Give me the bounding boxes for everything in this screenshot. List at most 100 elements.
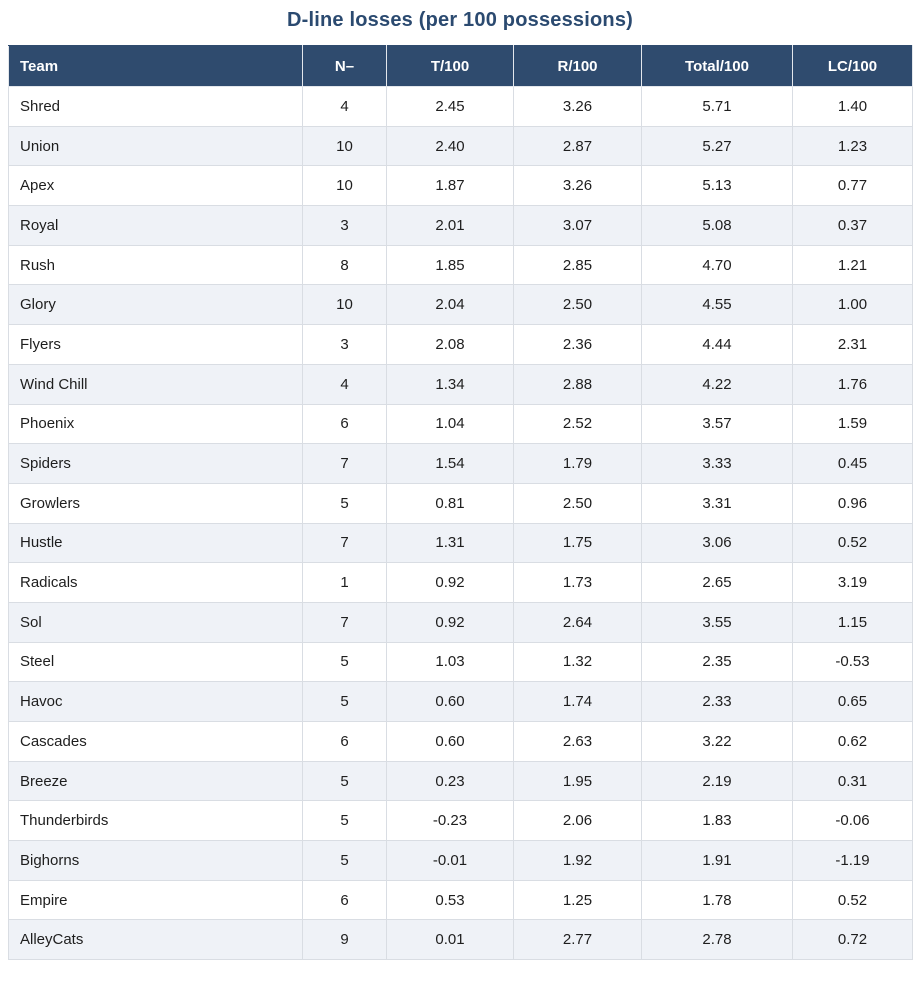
team-cell: Breeze — [8, 760, 303, 802]
page-title: D-line losses (per 100 possessions) — [286, 9, 634, 31]
value-cell: 2.77 — [513, 919, 642, 961]
team-cell: Shred — [8, 86, 303, 127]
value-cell: 2.88 — [513, 363, 642, 405]
team-cell: Union — [8, 125, 303, 167]
value-cell: 1.03 — [386, 641, 514, 683]
value-cell: 1.75 — [513, 522, 642, 564]
table-row: Spiders 7 1.54 1.79 3.33 0.45 — [8, 443, 913, 484]
value-cell: 2.35 — [641, 641, 793, 683]
value-cell: 2.64 — [513, 601, 642, 643]
team-cell: Radicals — [8, 562, 303, 603]
value-cell: 0.81 — [386, 482, 514, 524]
team-cell: Rush — [8, 244, 303, 286]
value-cell: 2.06 — [513, 800, 642, 842]
value-cell: 10 — [302, 125, 387, 167]
table-row: AlleyCats 9 0.01 2.77 2.78 0.72 — [8, 919, 913, 961]
value-cell: 2.31 — [792, 324, 913, 365]
value-cell: -0.53 — [792, 641, 913, 683]
team-cell: Sol — [8, 601, 303, 643]
value-cell: 1.79 — [513, 443, 642, 484]
team-cell: Phoenix — [8, 403, 303, 445]
value-cell: 0.52 — [792, 879, 913, 921]
team-cell: Bighorns — [8, 840, 303, 881]
value-cell: 6 — [302, 403, 387, 445]
value-cell: 0.52 — [792, 522, 913, 564]
value-cell: 0.92 — [386, 601, 514, 643]
value-cell: 4.70 — [641, 244, 793, 286]
value-cell: 2.33 — [641, 681, 793, 722]
table-row: Thunderbirds 5 -0.23 2.06 1.83 -0.06 — [8, 800, 913, 842]
value-cell: 2.40 — [386, 125, 514, 167]
table-row: Hustle 7 1.31 1.75 3.06 0.52 — [8, 522, 913, 564]
stats-table-container: Team N– T/100 R/100 Total/100 LC/100 Shred 4 2.… — [8, 45, 913, 961]
value-cell: 5 — [302, 641, 387, 683]
value-cell: 5 — [302, 840, 387, 881]
table-row: Radicals 1 0.92 1.73 2.65 3.19 — [8, 562, 913, 603]
value-cell: 10 — [302, 284, 387, 326]
value-cell: -0.23 — [386, 800, 514, 842]
value-cell: 6 — [302, 879, 387, 921]
table-header-row: Team N– T/100 R/100 Total/100 LC/100 — [8, 45, 913, 87]
value-cell: 1.91 — [641, 840, 793, 881]
team-cell: Glory — [8, 284, 303, 326]
value-cell: 2.36 — [513, 324, 642, 365]
value-cell: 3.31 — [641, 482, 793, 524]
team-cell: Apex — [8, 165, 303, 207]
value-cell: 2.52 — [513, 403, 642, 445]
table-row: Royal 3 2.01 3.07 5.08 0.37 — [8, 205, 913, 246]
value-cell: 2.01 — [386, 205, 514, 246]
value-cell: 1.21 — [792, 244, 913, 286]
team-cell: Wind Chill — [8, 363, 303, 405]
team-cell: Cascades — [8, 721, 303, 762]
value-cell: 1 — [302, 562, 387, 603]
value-cell: 3.19 — [792, 562, 913, 603]
value-cell: 2.45 — [386, 86, 514, 127]
value-cell: 10 — [302, 165, 387, 207]
table-row: Growlers 5 0.81 2.50 3.31 0.96 — [8, 482, 913, 524]
value-cell: 3.07 — [513, 205, 642, 246]
value-cell: 0.37 — [792, 205, 913, 246]
value-cell: 1.04 — [386, 403, 514, 445]
value-cell: 7 — [302, 443, 387, 484]
value-cell: 2.08 — [386, 324, 514, 365]
value-cell: 2.63 — [513, 721, 642, 762]
value-cell: 4 — [302, 86, 387, 127]
value-cell: 4.22 — [641, 363, 793, 405]
team-cell: Royal — [8, 205, 303, 246]
table-row: Empire 6 0.53 1.25 1.78 0.52 — [8, 879, 913, 921]
table-row: Bighorns 5 -0.01 1.92 1.91 -1.19 — [8, 840, 913, 881]
value-cell: 3.06 — [641, 522, 793, 564]
value-cell: 5 — [302, 681, 387, 722]
value-cell: 7 — [302, 601, 387, 643]
value-cell: 0.92 — [386, 562, 514, 603]
value-cell: -0.01 — [386, 840, 514, 881]
table-row: Wind Chill 4 1.34 2.88 4.22 1.76 — [8, 363, 913, 405]
value-cell: 0.62 — [792, 721, 913, 762]
value-cell: 1.92 — [513, 840, 642, 881]
table-row: Cascades 6 0.60 2.63 3.22 0.62 — [8, 721, 913, 762]
value-cell: 4.44 — [641, 324, 793, 365]
value-cell: 3.22 — [641, 721, 793, 762]
value-cell: 2.85 — [513, 244, 642, 286]
table-body: Shred 4 2.45 3.26 5.71 1.40 Union 10 2.40 2.87 5.2… — [8, 86, 913, 961]
team-cell: Hustle — [8, 522, 303, 564]
value-cell: 5 — [302, 800, 387, 842]
value-cell: 5.71 — [641, 86, 793, 127]
team-cell: Thunderbirds — [8, 800, 303, 842]
value-cell: 1.15 — [792, 601, 913, 643]
value-cell: 3.57 — [641, 403, 793, 445]
value-cell: 0.96 — [792, 482, 913, 524]
table-row: Apex 10 1.87 3.26 5.13 0.77 — [8, 165, 913, 207]
value-cell: 0.72 — [792, 919, 913, 961]
value-cell: 1.74 — [513, 681, 642, 722]
value-cell: 2.65 — [641, 562, 793, 603]
value-cell: 5.13 — [641, 165, 793, 207]
value-cell: 1.23 — [792, 125, 913, 167]
value-cell: 4.55 — [641, 284, 793, 326]
value-cell: 0.01 — [386, 919, 514, 961]
value-cell: 5.08 — [641, 205, 793, 246]
column-header-r-100: R/100 — [513, 45, 642, 87]
value-cell: 1.78 — [641, 879, 793, 921]
value-cell: 2.19 — [641, 760, 793, 802]
value-cell: 5 — [302, 482, 387, 524]
